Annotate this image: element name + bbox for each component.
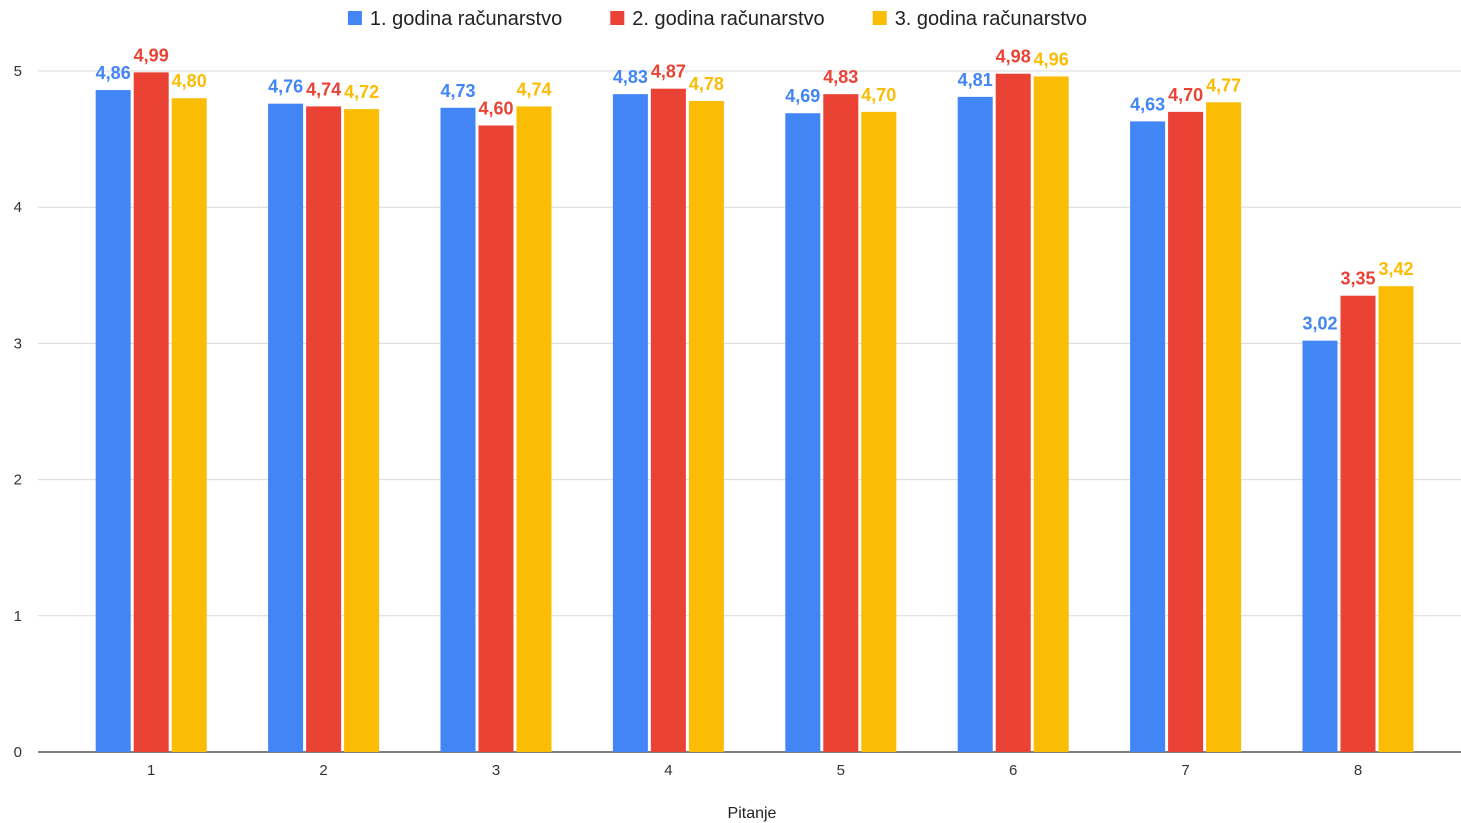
y-tick-label: 3 xyxy=(14,335,22,352)
data-label: 4,87 xyxy=(651,62,686,82)
data-label: 4,69 xyxy=(785,86,820,106)
bars xyxy=(95,72,1414,753)
bar xyxy=(861,111,897,753)
bar xyxy=(688,100,724,753)
bar xyxy=(171,98,207,753)
legend-label: 2. godina računarstvo xyxy=(632,8,824,30)
data-label: 4,72 xyxy=(344,82,379,102)
data-label: 4,60 xyxy=(478,98,513,118)
x-tick-label: 3 xyxy=(492,762,500,779)
data-label: 3,02 xyxy=(1302,314,1337,334)
y-tick-label: 4 xyxy=(14,199,22,216)
bar xyxy=(440,107,476,753)
data-label: 4,81 xyxy=(958,70,993,90)
legend-swatch xyxy=(872,11,887,25)
data-label: 4,86 xyxy=(96,63,131,83)
data-label: 4,99 xyxy=(134,45,169,65)
data-label: 4,78 xyxy=(689,74,724,94)
legend-label: 1. godina računarstvo xyxy=(370,8,562,30)
data-label: 3,35 xyxy=(1340,269,1375,289)
data-label: 4,83 xyxy=(823,67,858,87)
bar xyxy=(1378,286,1414,752)
data-label: 4,77 xyxy=(1206,75,1241,95)
bar xyxy=(1168,111,1204,753)
x-tick-label: 7 xyxy=(1181,762,1189,779)
bar xyxy=(785,113,821,753)
bar xyxy=(1206,102,1242,753)
data-label: 4,70 xyxy=(1168,85,1203,105)
bar xyxy=(516,106,552,753)
y-tick-label: 0 xyxy=(14,744,22,761)
gridlines xyxy=(38,70,1461,753)
data-label: 4,80 xyxy=(172,71,207,91)
bar xyxy=(268,103,304,753)
bar xyxy=(306,106,342,753)
bar xyxy=(1340,295,1376,752)
bar xyxy=(478,125,514,753)
x-tick-label: 2 xyxy=(319,762,327,779)
y-tick-label: 5 xyxy=(14,63,22,80)
bar xyxy=(1033,76,1069,752)
bar xyxy=(95,90,131,753)
bar xyxy=(133,72,169,752)
data-label: 4,83 xyxy=(613,67,648,87)
x-tick-label: 1 xyxy=(147,762,155,779)
data-label: 4,74 xyxy=(516,79,551,99)
bar xyxy=(995,73,1031,752)
axes: Pitanje 0 1 2 3 4 5 1 2 3 4 5 6 7 8 xyxy=(14,63,1363,822)
data-label: 4,96 xyxy=(1034,49,1069,69)
x-tick-label: 4 xyxy=(664,762,672,779)
data-labels: 4,864,994,80 4,76 4,74 4,72 4,734,604,744,83… xyxy=(96,45,1414,333)
y-tick-label: 1 xyxy=(14,608,22,625)
bar xyxy=(957,96,993,753)
bar xyxy=(612,94,648,753)
x-tick-label: 8 xyxy=(1354,762,1362,779)
data-label: 4,76 xyxy=(268,77,303,97)
x-tick-label: 6 xyxy=(1009,762,1017,779)
x-tick-label: 5 xyxy=(837,762,845,779)
x-axis-title: Pitanje xyxy=(728,805,777,822)
data-label: 4,70 xyxy=(861,85,896,105)
legend-swatch xyxy=(610,11,625,25)
data-label: 4,98 xyxy=(996,47,1031,67)
legend: 1. godina računarstvo 2. godina računarst… xyxy=(347,8,1087,30)
bar xyxy=(344,109,380,753)
data-label: 3,42 xyxy=(1378,259,1413,279)
legend-label: 3. godina računarstvo xyxy=(895,8,1087,30)
y-tick-label: 2 xyxy=(14,472,22,489)
data-label: 4,63 xyxy=(1130,94,1165,114)
bar xyxy=(1130,121,1166,753)
data-label: 4,73 xyxy=(440,81,475,101)
legend-swatch xyxy=(347,11,362,25)
bar xyxy=(650,88,686,753)
data-label: 4,74 xyxy=(306,79,341,99)
bar xyxy=(823,94,859,753)
bar xyxy=(1302,340,1338,752)
